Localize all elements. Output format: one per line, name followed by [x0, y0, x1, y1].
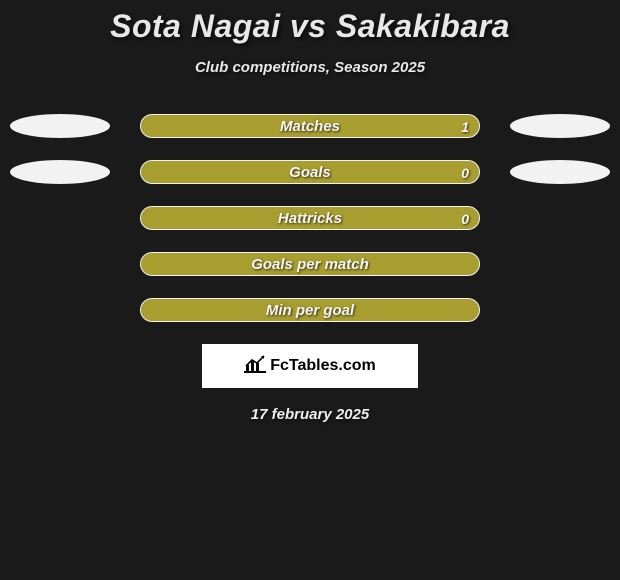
page-title: Sota Nagai vs Sakakibara — [0, 0, 620, 45]
stat-row: Goals0 — [0, 160, 620, 184]
right-ellipse — [510, 114, 610, 138]
chart-icon — [244, 355, 266, 378]
page-subtitle: Club competitions, Season 2025 — [0, 59, 620, 76]
stat-label: Goals per match — [141, 253, 479, 277]
right-ellipse — [510, 160, 610, 184]
stat-row: Matches1 — [0, 114, 620, 138]
stat-label: Matches — [141, 115, 479, 139]
logo-box: FcTables.com — [202, 344, 418, 388]
stat-row: Goals per match — [0, 252, 620, 276]
stat-value: 0 — [461, 161, 469, 185]
stat-bar: Goals per match — [140, 252, 480, 276]
stat-value: 1 — [461, 115, 469, 139]
date-text: 17 february 2025 — [0, 406, 620, 423]
stat-bar: Matches1 — [140, 114, 480, 138]
stat-bar: Min per goal — [140, 298, 480, 322]
logo-text: FcTables.com — [270, 357, 376, 375]
left-ellipse — [10, 114, 110, 138]
stat-row: Hattricks0 — [0, 206, 620, 230]
stat-value: 0 — [461, 207, 469, 231]
stat-label: Min per goal — [141, 299, 479, 323]
stat-label: Hattricks — [141, 207, 479, 231]
stat-bar: Goals0 — [140, 160, 480, 184]
stat-bar: Hattricks0 — [140, 206, 480, 230]
stat-row: Min per goal — [0, 298, 620, 322]
left-ellipse — [10, 160, 110, 184]
stat-label: Goals — [141, 161, 479, 185]
stats-rows: Matches1Goals0Hattricks0Goals per matchM… — [0, 114, 620, 322]
